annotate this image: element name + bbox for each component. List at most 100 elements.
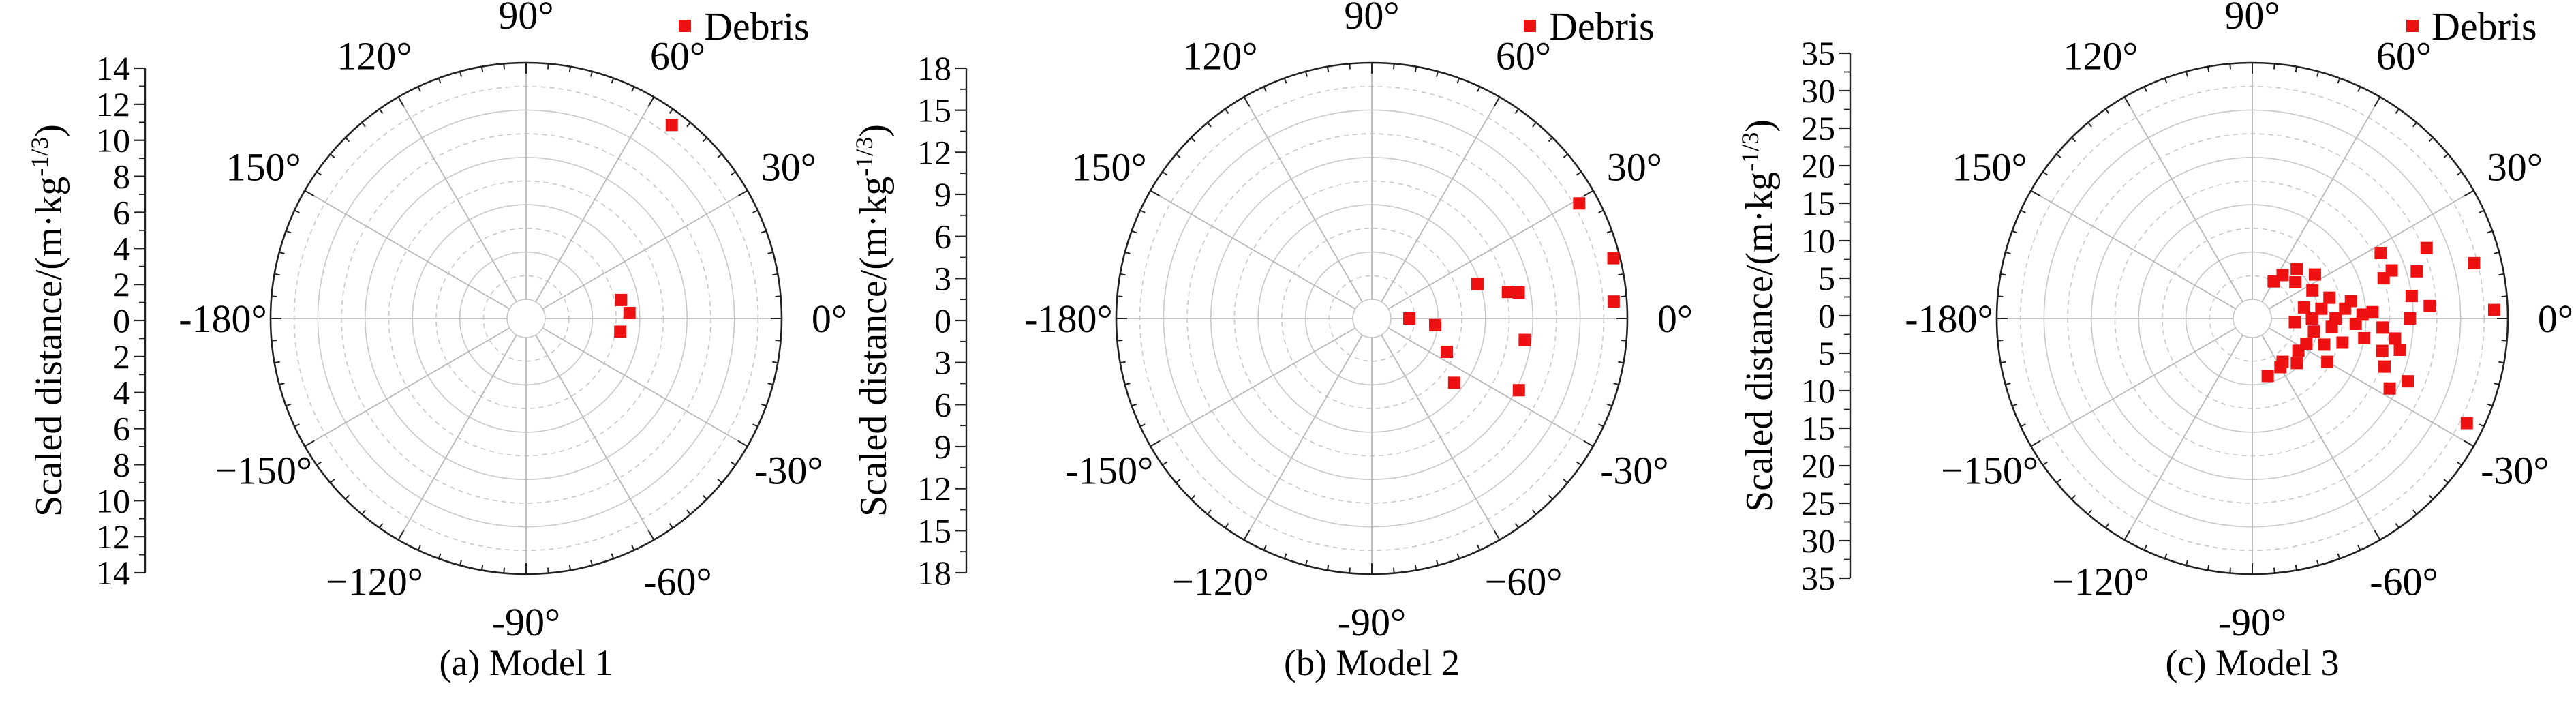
angle-tick <box>547 567 549 573</box>
angle-tick <box>2143 545 2147 551</box>
angle-tick <box>1243 530 1251 541</box>
angle-tick <box>1304 71 1308 77</box>
angle-tick <box>1493 530 1501 541</box>
legend-label: Debris <box>704 4 810 48</box>
angle-tick <box>2479 209 2485 213</box>
r-tick-label: 6 <box>113 193 130 231</box>
angle-tick <box>1606 403 1612 407</box>
r-tick-label: 30 <box>1801 72 1835 110</box>
debris-point <box>2305 312 2318 325</box>
angle-tick <box>767 251 773 254</box>
angle-tick <box>631 545 635 551</box>
r-tick-label: 5 <box>1818 259 1835 297</box>
r-tick-label: 25 <box>1801 109 1835 147</box>
angle-tick <box>2000 273 2006 276</box>
angle-tick <box>1576 461 1582 466</box>
angle-tick <box>1576 171 1582 176</box>
angle-tick <box>2395 523 2399 528</box>
angle-tick <box>1120 361 1126 364</box>
legend-marker <box>679 20 691 32</box>
angle-tick <box>2042 171 2048 176</box>
grid-spoke <box>1387 190 1594 310</box>
angle-tick <box>2494 251 2500 254</box>
angle-tick-label: -150° <box>1065 449 1154 493</box>
r-tick-label: 4 <box>113 374 130 412</box>
angle-tick <box>1621 339 1627 342</box>
angle-tick <box>2123 530 2131 541</box>
r-tick-label: 10 <box>1801 372 1835 410</box>
debris-point <box>2423 299 2436 312</box>
angle-tick <box>772 361 778 364</box>
debris-point <box>2289 275 2302 288</box>
panel-caption: (b) Model 2 <box>1284 642 1460 683</box>
grid-spoke <box>1243 96 1363 303</box>
debris-point <box>1607 295 1620 308</box>
angle-tick <box>1162 461 1167 466</box>
r-tick-label: 10 <box>1801 222 1835 260</box>
r-tick-label: 9 <box>934 175 951 213</box>
angle-tick <box>2443 153 2449 158</box>
panel-caption: (c) Model 3 <box>2166 642 2340 683</box>
r-tick-label: 35 <box>1801 559 1835 597</box>
angle-tick-label: 120° <box>1182 34 1257 78</box>
angle-tick <box>2020 209 2026 213</box>
angle-tick-label: 150° <box>1072 145 1147 190</box>
angle-tick <box>767 383 773 386</box>
grid-spoke <box>1150 190 1356 310</box>
angle-tick <box>2498 361 2504 364</box>
debris-point <box>2376 344 2389 357</box>
angle-tick <box>2501 339 2507 342</box>
debris-point <box>2325 320 2338 333</box>
angle-tick <box>2087 122 2092 128</box>
angle-tick <box>1162 171 1167 176</box>
r-tick-label: 0 <box>934 301 951 340</box>
debris-point <box>2288 316 2301 329</box>
debris-point <box>2376 321 2389 334</box>
r-tick-label: 12 <box>917 133 951 171</box>
angle-tick <box>775 339 781 342</box>
angle-tick-label: 30° <box>2487 145 2543 190</box>
debris-point <box>665 119 678 132</box>
legend-marker <box>2406 20 2419 32</box>
y-axis-label: Scaled distance/(m·kg-1/3) <box>1736 119 1781 512</box>
angle-tick <box>1225 108 1229 114</box>
debris-point <box>2374 247 2387 260</box>
angle-tick <box>1191 494 1196 500</box>
angle-tick <box>1124 251 1131 254</box>
debris-point <box>2383 382 2396 395</box>
panel-b: 0° 30° 60° 90° 120° 150° -180° -150° −120° -90° −6… <box>850 0 1693 683</box>
angle-tick <box>1176 479 1181 483</box>
angle-tick <box>361 509 366 515</box>
angle-tick <box>1613 383 1619 386</box>
angle-tick <box>1150 190 1161 197</box>
polar-grid <box>271 63 782 574</box>
r-tick-label: 15 <box>917 511 951 550</box>
angle-tick <box>2412 509 2417 515</box>
r-tick-label: 6 <box>934 218 951 256</box>
grid-spoke <box>304 327 510 447</box>
debris-point <box>2318 338 2331 351</box>
grid-ring <box>2233 299 2272 338</box>
debris-point <box>1518 333 1531 346</box>
angle-tick <box>2012 230 2018 234</box>
angle-tick <box>2005 251 2011 254</box>
angle-tick <box>702 494 707 500</box>
grid-spoke <box>397 96 517 303</box>
r-tick-label: 8 <box>113 158 130 196</box>
angle-tick <box>2123 96 2131 107</box>
debris-series <box>1402 197 1620 397</box>
angle-tick <box>2428 137 2434 143</box>
r-tick-label: 4 <box>113 229 130 267</box>
r-tick-label: 15 <box>1801 409 1835 447</box>
debris-series <box>614 119 678 338</box>
angle-tick <box>304 190 315 197</box>
angle-tick-label: -180° <box>1905 297 1993 341</box>
grid-spoke <box>535 334 655 541</box>
debris-point <box>2321 355 2334 368</box>
angle-tick <box>1477 86 1481 92</box>
angle-tick <box>2337 553 2341 559</box>
angle-tick-label: -180° <box>179 297 267 341</box>
debris-point <box>1573 197 1586 210</box>
angle-tick <box>2143 86 2147 92</box>
